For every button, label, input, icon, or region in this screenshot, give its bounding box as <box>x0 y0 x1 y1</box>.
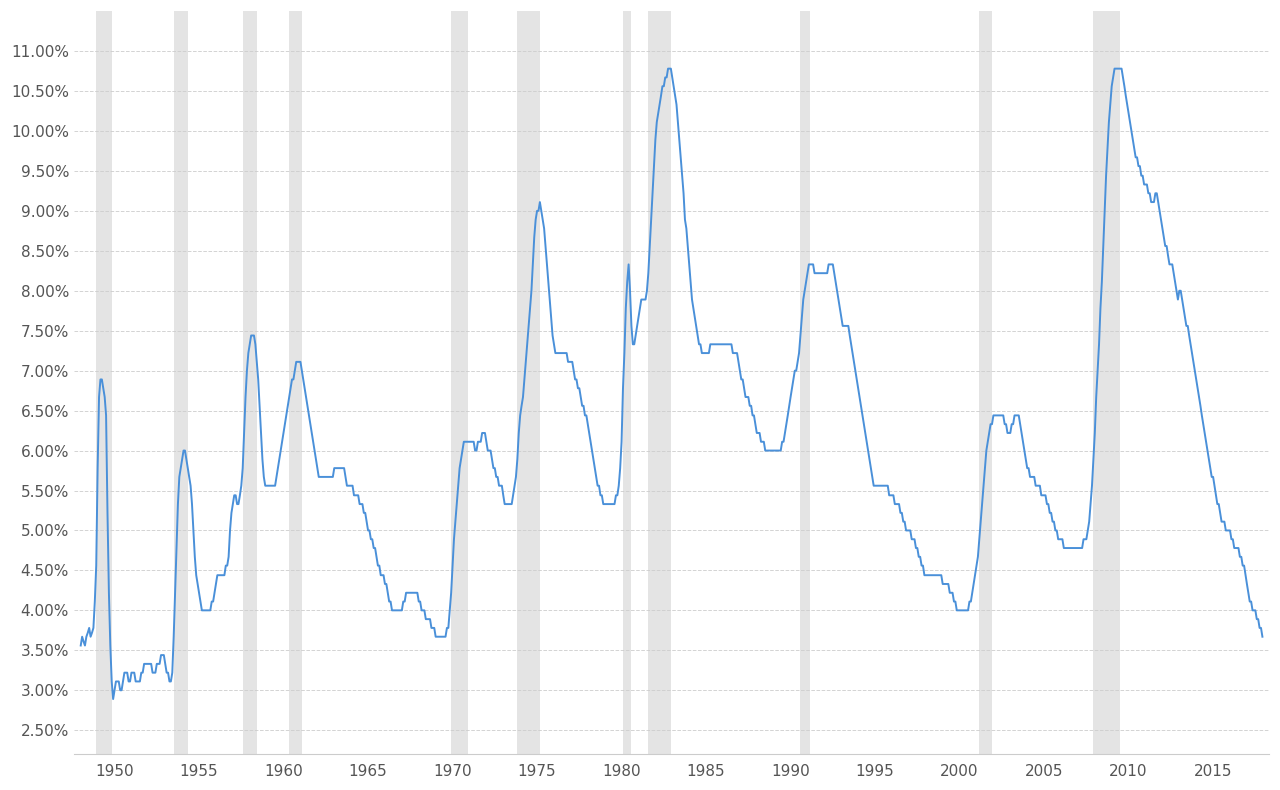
Bar <box>174 11 188 754</box>
Bar <box>517 11 540 754</box>
Bar <box>623 11 631 754</box>
Bar <box>96 11 111 754</box>
Bar <box>289 11 302 754</box>
Bar <box>648 11 671 754</box>
Bar <box>1093 11 1120 754</box>
Bar <box>979 11 992 754</box>
Bar <box>452 11 468 754</box>
Bar <box>243 11 257 754</box>
Bar <box>800 11 810 754</box>
